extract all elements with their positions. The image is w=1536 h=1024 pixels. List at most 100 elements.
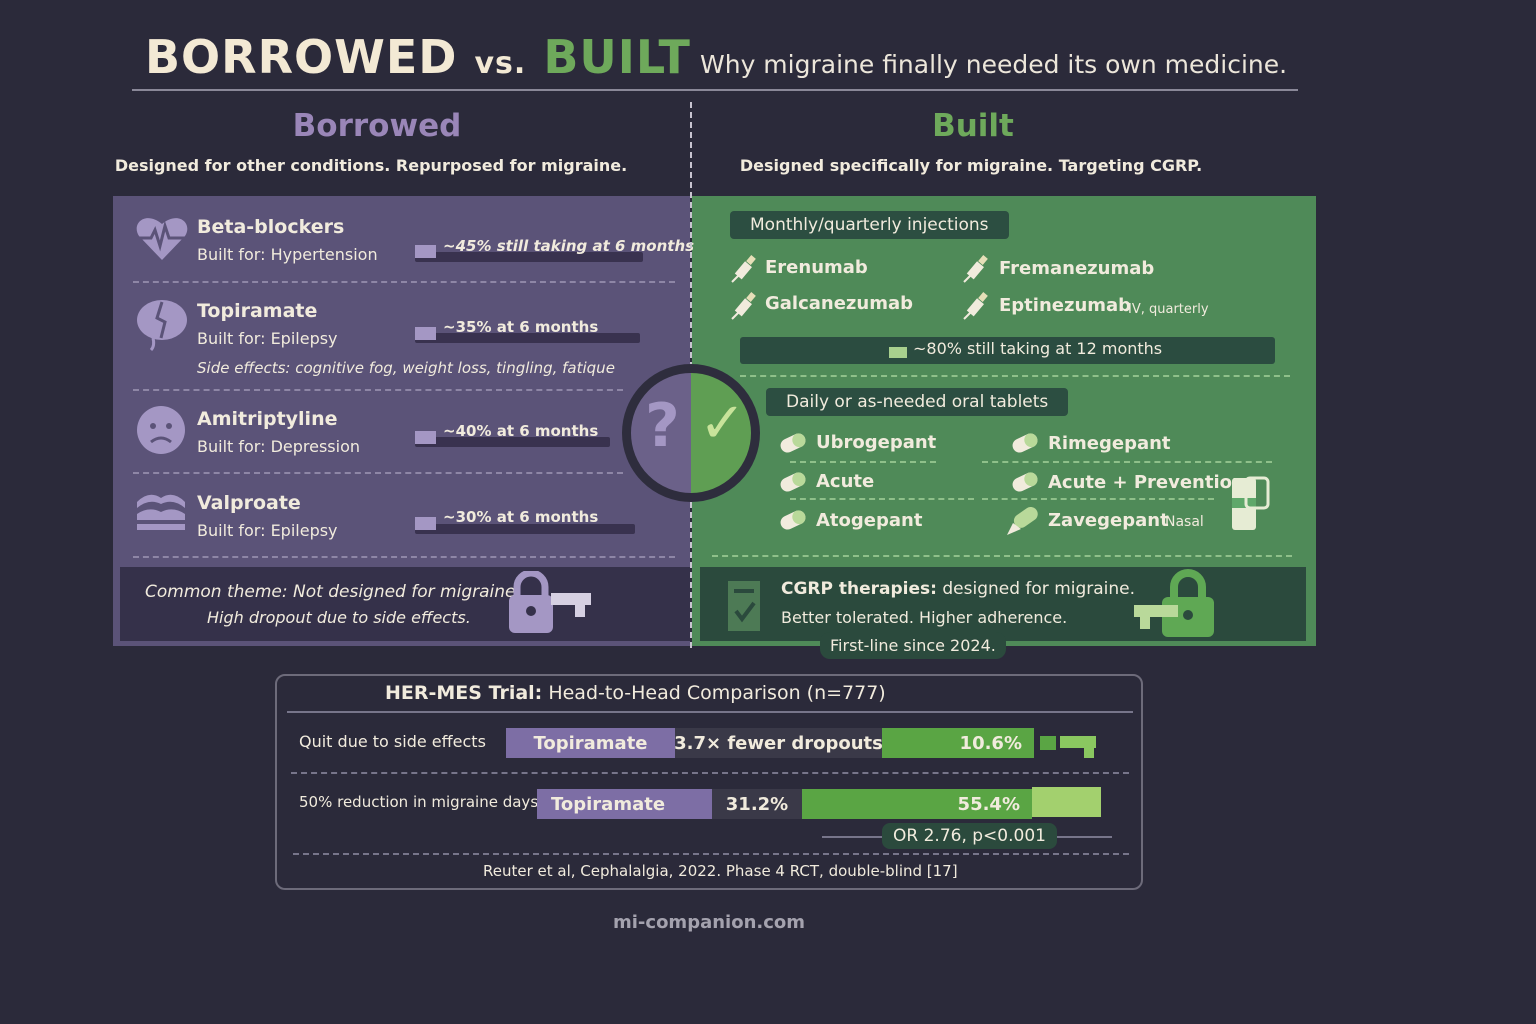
borrowed-heading: Borrowed	[292, 108, 462, 144]
tablet-name: Atogepant	[816, 510, 923, 531]
topiramate-value: 31.2%	[712, 789, 802, 819]
pill-icon	[1012, 472, 1038, 492]
trial-rule	[287, 711, 1133, 713]
syringe-icon	[963, 255, 988, 283]
question-icon: ?	[645, 391, 680, 461]
topiramate-bar: Topiramate	[506, 728, 675, 758]
nasal-device-icon	[1232, 476, 1270, 530]
drug-built-for: Built for: Depression	[197, 437, 360, 456]
tablet-name: Rimegepant	[1048, 433, 1171, 454]
callout-line-2: Better tolerated. Higher adherence.	[781, 608, 1068, 627]
citation: Reuter et al, Cephalalgia, 2022. Phase 4…	[483, 862, 958, 880]
retention-fill	[415, 517, 436, 530]
trial-box: HER-MES Trial: Head-to-Head Comparison (…	[275, 674, 1143, 890]
divider	[291, 772, 1129, 774]
retention-label: ~35% at 6 months	[443, 318, 599, 336]
retention-label: ~45% still taking at 6 months	[443, 237, 695, 255]
retention-bar	[415, 333, 640, 343]
trial-title-bold: HER-MES Trial:	[385, 682, 543, 704]
cgrp-bar: 55.4%	[802, 789, 1032, 819]
callout-line-2: High dropout due to side effects.	[207, 608, 471, 627]
syringe-icon	[731, 255, 756, 283]
pill-icon	[780, 472, 806, 492]
drug-name: Beta-blockers	[197, 216, 345, 238]
drug-name: Valproate	[197, 492, 301, 514]
pill-icon	[780, 510, 806, 530]
drug-name: Amitriptyline	[197, 408, 338, 430]
retention-fill	[889, 347, 907, 358]
callout-text: designed for migraine.	[942, 579, 1136, 599]
lock-key-mismatch-icon	[509, 571, 591, 633]
pill-icon	[1012, 433, 1038, 453]
divider	[982, 498, 1214, 500]
divider	[133, 556, 675, 558]
brain-icon	[137, 300, 187, 352]
injection-name: Eptinezumab	[999, 295, 1132, 316]
waves-icon	[137, 494, 185, 530]
divider	[790, 498, 974, 500]
row-label: 50% reduction in migraine days	[299, 793, 539, 811]
heart-pulse-icon	[136, 218, 188, 260]
injections-label: Monthly/quarterly injections	[730, 211, 1009, 239]
retention-bar	[415, 437, 610, 447]
tablet-note: Nasal	[1165, 514, 1204, 530]
drug-name: Topiramate	[197, 300, 318, 322]
built-callout: CGRP therapies: designed for migraine. B…	[700, 567, 1306, 641]
drug-built-for: Built for: Epilepsy	[197, 521, 338, 540]
divider	[740, 375, 1290, 377]
tablet-name: Acute	[816, 471, 875, 492]
injection-name: Galcanezumab	[765, 293, 914, 314]
center-comparison-circle: ? ✓	[622, 364, 760, 502]
syringe-icon	[963, 292, 988, 320]
drug-built-for: Built for: Hypertension	[197, 245, 378, 264]
syringe-icon	[731, 292, 756, 320]
injection-retention-label: ~80% still taking at 12 months	[913, 339, 1163, 358]
divider	[712, 555, 1292, 557]
borrowed-callout: Common theme: Not designed for migraine.…	[120, 567, 690, 641]
tablets-label: Daily or as-needed oral tablets	[766, 388, 1069, 416]
divider	[790, 461, 936, 463]
title-borrowed: BORROWED	[145, 30, 458, 84]
trial-title-rest: Head-to-Head Comparison (n=777)	[548, 682, 886, 704]
retention-fill	[415, 327, 436, 340]
retention-label: ~30% at 6 months	[443, 508, 599, 526]
retention-label: ~40% at 6 months	[443, 422, 599, 440]
injection-name: Erenumab	[765, 257, 868, 278]
injection-note: IV, quarterly	[1128, 302, 1209, 317]
title-built: BUILT	[543, 30, 691, 84]
divider	[133, 472, 623, 474]
divider	[133, 281, 675, 283]
tablet-name: Zavegepant	[1048, 510, 1169, 531]
tablet-name: Acute + Prevention	[1048, 472, 1245, 493]
divider	[133, 389, 623, 391]
checklist-icon	[728, 581, 760, 631]
built-heading: Built	[932, 108, 1014, 144]
cgrp-bar-extension	[1032, 787, 1101, 817]
title-vs: vs.	[474, 46, 527, 81]
nasal-spray-icon	[1007, 507, 1038, 535]
lock-key-fit-icon	[1134, 569, 1214, 637]
header-rule	[132, 89, 1298, 91]
pill-icon	[780, 433, 806, 453]
row-label: Quit due to side effects	[299, 732, 486, 751]
retention-fill	[415, 245, 436, 258]
sad-face-icon	[137, 406, 185, 454]
page-title: BORROWED vs. BUILT	[145, 30, 691, 84]
comparison-text: 3.7× fewer dropouts	[674, 728, 883, 758]
drug-built-for: Built for: Epilepsy	[197, 329, 338, 348]
trial-title: HER-MES Trial: Head-to-Head Comparison (…	[385, 682, 886, 704]
stat-badge: OR 2.76, p<0.001	[882, 823, 1057, 849]
callout-line-1: CGRP therapies: designed for migraine.	[781, 579, 1135, 599]
retention-fill	[415, 431, 436, 444]
tablet-name: Ubrogepant	[816, 432, 937, 453]
side-effects: Side effects: cognitive fog, weight loss…	[197, 359, 615, 377]
check-icon: ✓	[699, 391, 746, 456]
injection-retention-bar	[740, 337, 1275, 364]
divider	[982, 461, 1272, 463]
first-line-badge: First-line since 2024.	[820, 632, 1006, 659]
retention-bar	[415, 524, 635, 534]
cgrp-bar: 10.6%	[882, 728, 1034, 758]
retention-bar	[415, 252, 643, 262]
topiramate-bar: Topiramate	[537, 789, 712, 819]
footer-site: mi-companion.com	[613, 912, 806, 933]
